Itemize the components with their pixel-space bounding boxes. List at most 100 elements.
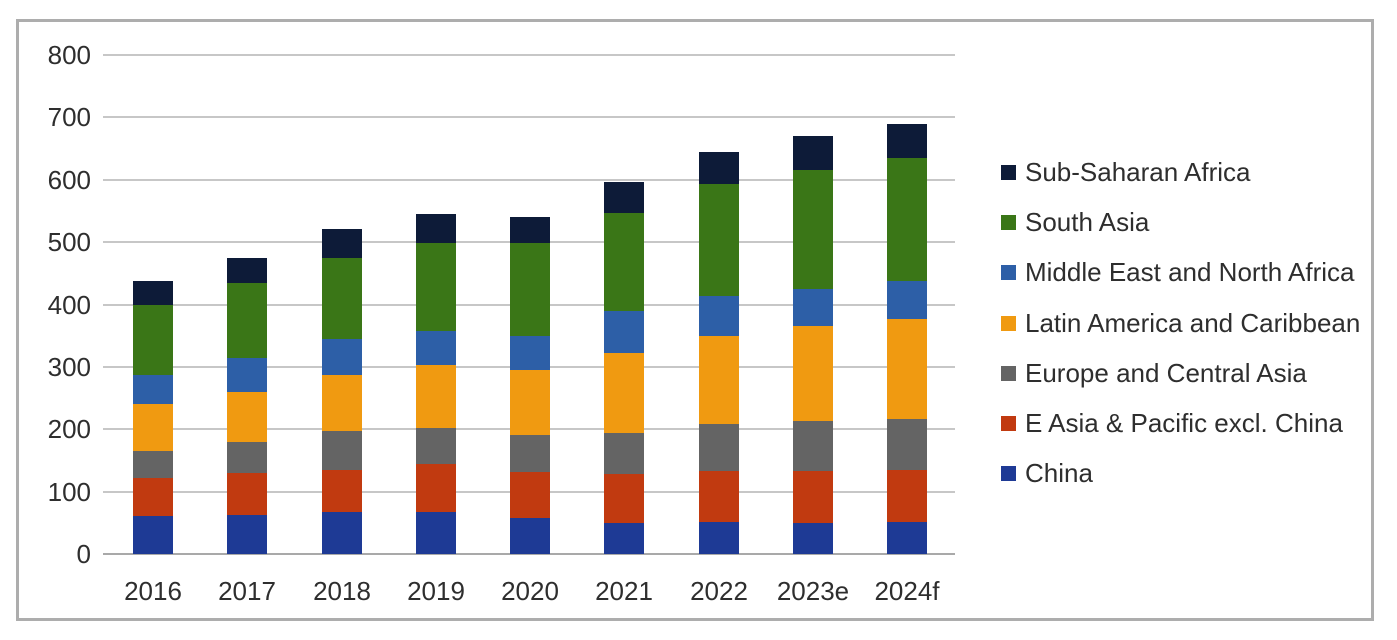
x-tick-label: 2017 [218, 576, 276, 606]
legend-label: Latin America and Caribbean [1025, 308, 1361, 338]
bar-segment [793, 471, 833, 523]
bar-segment [227, 258, 267, 283]
bar-segment [416, 464, 456, 512]
x-tick-label: 2016 [124, 576, 182, 606]
bar-segment [510, 435, 550, 472]
x-tick-label: 2021 [595, 576, 653, 606]
bar-segment [227, 442, 267, 473]
bar-segment [887, 281, 927, 319]
x-tick-label: 2023e [776, 576, 850, 606]
bar-segment [227, 515, 267, 554]
legend-color-swatch [1001, 466, 1016, 481]
bar-segment [510, 336, 550, 370]
bar-segment [416, 214, 456, 243]
legend-label: China [1025, 458, 1093, 488]
bar-segment [793, 289, 833, 326]
bar-segment [133, 305, 173, 375]
bar-segment [510, 243, 550, 336]
bar-segment [322, 470, 362, 512]
x-tick-label: 2022 [690, 576, 748, 606]
bar-segment [887, 419, 927, 470]
bar-segment [604, 213, 644, 311]
bar-segment [604, 523, 644, 554]
legend-label: Middle East and North Africa [1025, 257, 1355, 287]
bar-segment [416, 512, 456, 554]
bar-segment [793, 136, 833, 170]
legend-label: Europe and Central Asia [1025, 358, 1307, 388]
bar-segment [416, 243, 456, 331]
bar-segment [699, 471, 739, 522]
legend-color-swatch [1001, 316, 1016, 331]
bar-segment [793, 326, 833, 421]
legend-label: South Asia [1025, 207, 1150, 237]
bar-segment [133, 375, 173, 404]
bar-segment [322, 512, 362, 554]
y-tick-label: 300 [47, 352, 91, 382]
bar-segment [227, 392, 267, 442]
bar-segment [699, 336, 739, 424]
bar-segment [887, 470, 927, 522]
y-tick-label: 600 [47, 165, 91, 195]
y-gridline [103, 179, 955, 181]
bar-segment [133, 281, 173, 305]
bar-segment [793, 523, 833, 554]
x-tick-label: 2018 [313, 576, 371, 606]
bar-segment [887, 522, 927, 554]
bar-segment [133, 516, 173, 554]
bar-segment [227, 283, 267, 358]
bar-segment [887, 319, 927, 419]
bar-segment [793, 421, 833, 471]
bar-segment [510, 518, 550, 554]
legend-color-swatch [1001, 215, 1016, 230]
chart-figure: 0 100 200 300 400 500 600 700 800 2016 2017 2018 20… [16, 19, 1374, 621]
legend-label: Sub-Saharan Africa [1025, 157, 1251, 187]
bar-segment [887, 124, 927, 158]
y-gridline [103, 54, 955, 56]
bar-segment [227, 358, 267, 392]
y-tick-label: 100 [47, 477, 91, 507]
legend-color-swatch [1001, 416, 1016, 431]
bar-segment [416, 331, 456, 365]
bar-segment [604, 182, 644, 213]
bar-segment [699, 184, 739, 296]
bar-segment [510, 217, 550, 243]
bar-segment [604, 474, 644, 523]
legend-color-swatch [1001, 165, 1016, 180]
bar-segment [793, 170, 833, 289]
bar-segment [604, 433, 644, 474]
bar-segment [322, 229, 362, 258]
bar-segment [133, 404, 173, 451]
bar-segment [227, 473, 267, 515]
bar-segment [322, 375, 362, 431]
legend-color-swatch [1001, 366, 1016, 381]
bar-segment [416, 365, 456, 428]
x-tick-label: 2019 [407, 576, 465, 606]
bar-segment [699, 296, 739, 336]
y-tick-label: 700 [47, 102, 91, 132]
bar-segment [699, 424, 739, 471]
bar-segment [322, 431, 362, 470]
bar-segment [510, 370, 550, 435]
bar-segment [604, 311, 644, 353]
legend-color-swatch [1001, 265, 1016, 280]
y-gridline [103, 116, 955, 118]
bar-segment [416, 428, 456, 464]
bar-segment [699, 522, 739, 554]
y-gridline [103, 553, 955, 555]
bar-segment [510, 472, 550, 518]
bar-segment [322, 339, 362, 375]
x-tick-label: 2024f [874, 576, 940, 606]
bar-segment [322, 258, 362, 339]
bar-segment [887, 158, 927, 281]
x-tick-label: 2020 [501, 576, 559, 606]
y-tick-label: 400 [47, 290, 91, 320]
bar-segment [133, 451, 173, 478]
y-tick-label: 0 [76, 539, 91, 569]
legend-label: E Asia & Pacific excl. China [1025, 408, 1343, 438]
y-tick-label: 500 [47, 227, 91, 257]
y-tick-label: 800 [47, 40, 91, 70]
bar-segment [604, 353, 644, 433]
y-tick-label: 200 [47, 414, 91, 444]
bar-segment [133, 478, 173, 516]
bar-segment [699, 152, 739, 184]
